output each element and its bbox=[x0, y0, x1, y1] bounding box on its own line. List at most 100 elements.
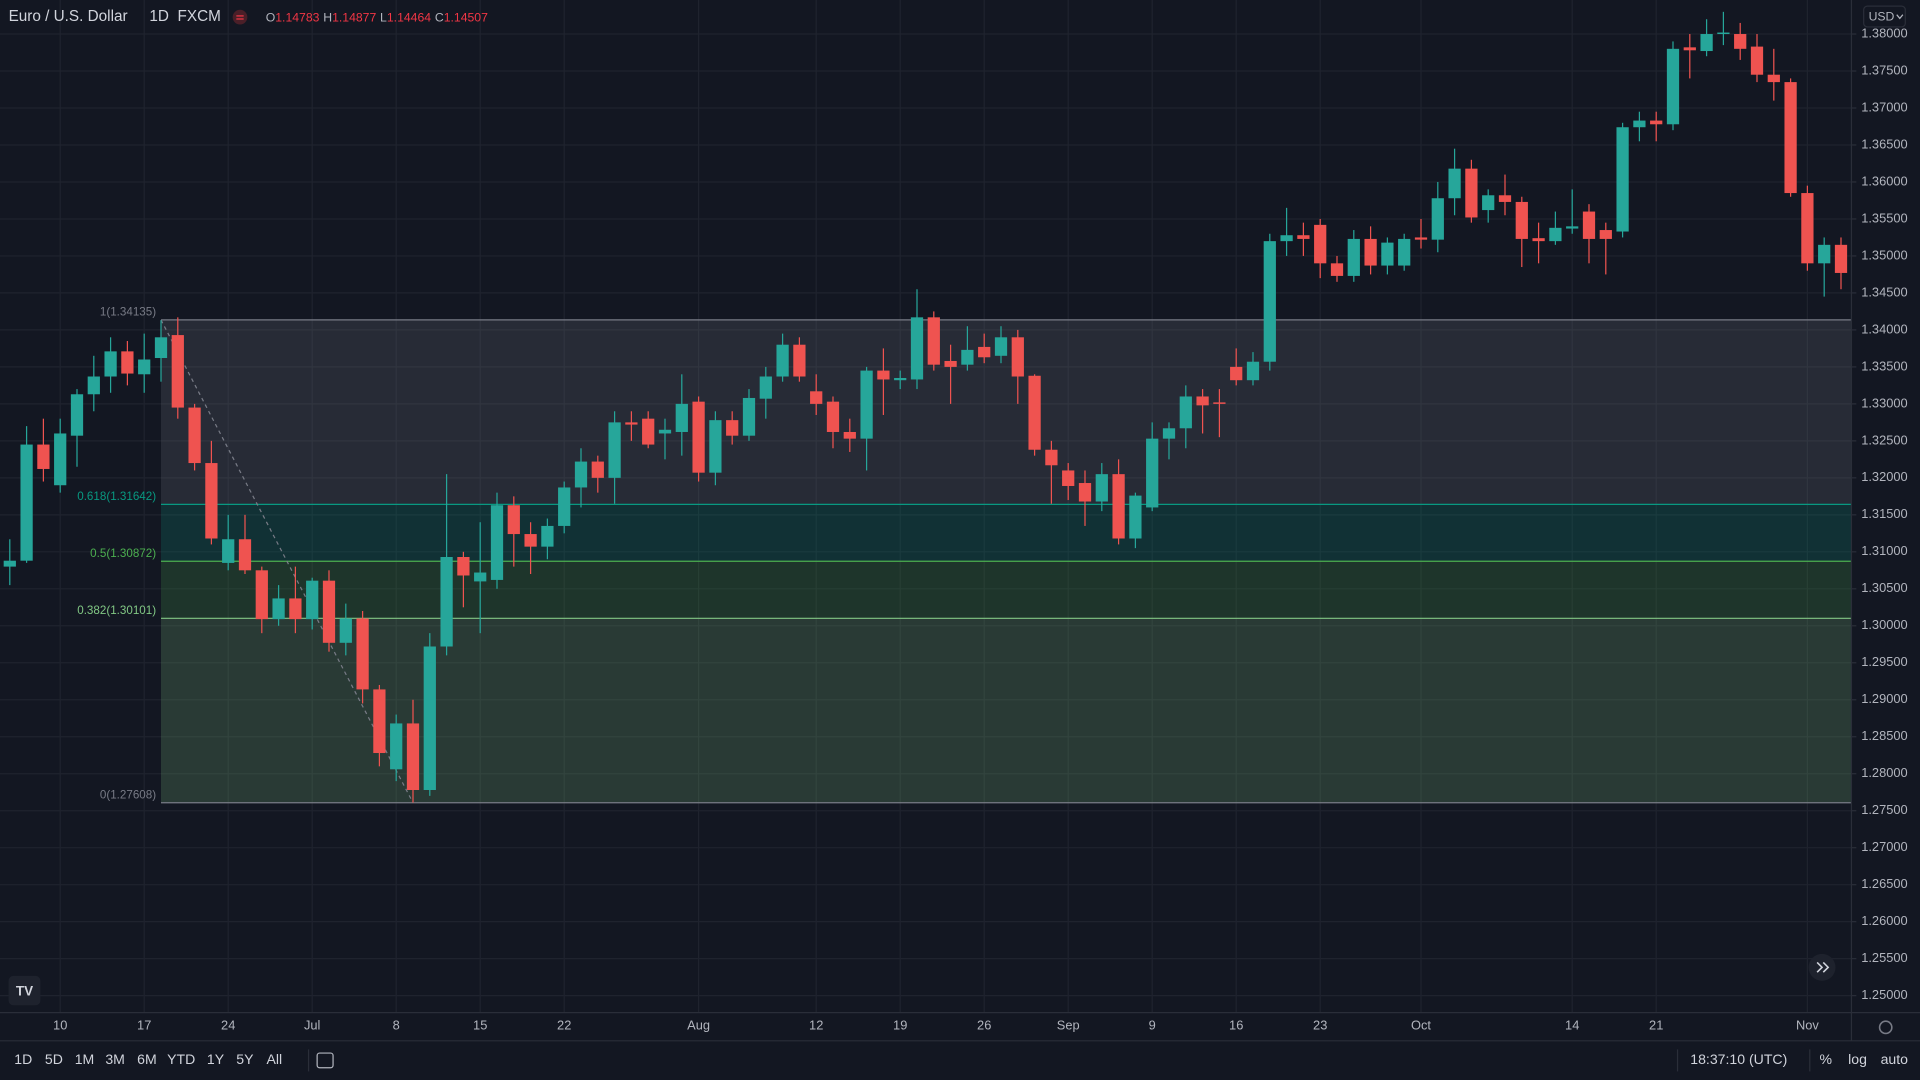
candle-body bbox=[1364, 238, 1377, 266]
settings-button[interactable] bbox=[1878, 1020, 1893, 1035]
candle-body bbox=[1818, 244, 1831, 264]
candle-body bbox=[843, 431, 856, 439]
ohlc-label: O bbox=[266, 11, 276, 25]
candle-body bbox=[860, 370, 873, 439]
candle-body bbox=[742, 397, 756, 436]
range-button[interactable]: 6M bbox=[137, 1051, 157, 1067]
ohlc-label: C bbox=[435, 11, 444, 25]
y-tick-label: 1.31500 bbox=[1861, 506, 1907, 521]
clock: 18:37:10 (UTC) bbox=[1690, 1051, 1787, 1067]
candle-body bbox=[20, 444, 33, 561]
currency-button[interactable] bbox=[1863, 5, 1906, 28]
candle-body bbox=[675, 403, 688, 432]
x-tick-label: 24 bbox=[221, 1018, 235, 1033]
fib-zone bbox=[160, 504, 1852, 562]
candle-body bbox=[1045, 449, 1058, 466]
scale-option[interactable]: auto bbox=[1881, 1051, 1909, 1067]
interval[interactable]: 1D bbox=[149, 8, 169, 25]
candle-body bbox=[1263, 241, 1276, 362]
y-tick-label: 1.28000 bbox=[1861, 765, 1907, 780]
candle-body bbox=[188, 407, 201, 464]
candle-body bbox=[1616, 127, 1629, 232]
range-button[interactable]: 5D bbox=[45, 1051, 63, 1067]
scale-option[interactable]: log bbox=[1848, 1051, 1867, 1067]
scale-option[interactable]: % bbox=[1819, 1051, 1832, 1067]
candle-body bbox=[37, 444, 50, 469]
candle-body bbox=[1599, 230, 1612, 239]
x-tick-label: 12 bbox=[809, 1018, 823, 1033]
candle-body bbox=[1582, 211, 1596, 239]
candle-body bbox=[1448, 168, 1461, 199]
candle-body bbox=[1162, 428, 1176, 439]
y-tick-label: 1.31000 bbox=[1861, 543, 1907, 558]
y-tick-label: 1.25500 bbox=[1861, 950, 1907, 965]
range-button[interactable]: 1M bbox=[75, 1051, 95, 1067]
candle-body bbox=[1246, 361, 1260, 381]
candle-body bbox=[1297, 235, 1310, 239]
currency-label: USD bbox=[1869, 9, 1895, 23]
candle-body bbox=[255, 570, 268, 620]
y-tick-label: 1.37000 bbox=[1861, 99, 1907, 114]
candle-body bbox=[1482, 195, 1495, 211]
x-tick-label: 14 bbox=[1565, 1018, 1579, 1033]
ohlc-value: 1.14464 bbox=[387, 11, 431, 25]
range-button[interactable]: YTD bbox=[167, 1051, 195, 1067]
candle-body bbox=[877, 370, 890, 380]
market-status-icon[interactable] bbox=[232, 9, 248, 25]
candle-body bbox=[1683, 47, 1696, 51]
candle-body bbox=[1700, 34, 1713, 52]
candle-body bbox=[1566, 226, 1579, 229]
candle-body bbox=[1347, 238, 1360, 276]
fib-level-label: 0.618(1.31642) bbox=[77, 490, 156, 503]
logo[interactable] bbox=[8, 975, 41, 1006]
y-tick-label: 1.26500 bbox=[1861, 876, 1907, 891]
range-button[interactable]: All bbox=[266, 1051, 282, 1067]
x-tick-label: 19 bbox=[893, 1018, 907, 1033]
ohlc-value: 1.14507 bbox=[444, 11, 488, 25]
range-button[interactable]: 1D bbox=[14, 1051, 32, 1067]
candle-body bbox=[1078, 483, 1092, 502]
x-tick-label: Oct bbox=[1411, 1018, 1431, 1033]
candle-body bbox=[1750, 46, 1764, 75]
candle-body bbox=[272, 598, 285, 620]
fib-level-label: 0.5(1.30872) bbox=[90, 547, 156, 560]
x-tick-label: 8 bbox=[393, 1018, 400, 1033]
range-button[interactable]: 3M bbox=[105, 1051, 125, 1067]
y-tick-label: 1.33500 bbox=[1861, 358, 1907, 373]
candle-body bbox=[1280, 235, 1293, 242]
candle-body bbox=[1515, 201, 1528, 239]
candle-body bbox=[1398, 238, 1411, 266]
ohlc-label: L bbox=[380, 11, 387, 25]
candle-body bbox=[1011, 337, 1024, 377]
candle-body bbox=[154, 337, 168, 359]
candle-body bbox=[87, 376, 100, 395]
y-tick-label: 1.35000 bbox=[1861, 247, 1907, 262]
candle-body bbox=[994, 337, 1008, 356]
candle-body bbox=[558, 487, 571, 526]
candle-body bbox=[658, 429, 672, 434]
candle-body bbox=[1381, 242, 1394, 266]
candle-body bbox=[1650, 120, 1663, 125]
candle-body bbox=[474, 572, 487, 582]
candle-body bbox=[1784, 82, 1797, 194]
currency-caret bbox=[1896, 14, 1904, 20]
candle-body bbox=[524, 534, 537, 547]
candle-body bbox=[306, 580, 319, 620]
candle-body bbox=[978, 346, 991, 358]
candle-body bbox=[440, 556, 453, 647]
range-button[interactable]: 1Y bbox=[207, 1051, 225, 1067]
candle-body bbox=[1734, 34, 1747, 49]
y-tick-label: 1.25000 bbox=[1861, 987, 1907, 1002]
symbol-title[interactable]: Euro / U.S. Dollar bbox=[9, 8, 128, 25]
candle-body bbox=[54, 433, 67, 486]
range-button[interactable]: 5Y bbox=[236, 1051, 254, 1067]
y-tick-label: 1.32500 bbox=[1861, 432, 1907, 447]
candle-body bbox=[1095, 474, 1108, 502]
candle-body bbox=[1112, 474, 1125, 539]
candle-body bbox=[692, 401, 705, 473]
x-tick-label: 9 bbox=[1149, 1018, 1156, 1033]
candle-body bbox=[1498, 195, 1512, 202]
candle-body bbox=[1767, 74, 1780, 83]
goto-date-button[interactable] bbox=[316, 1052, 334, 1069]
